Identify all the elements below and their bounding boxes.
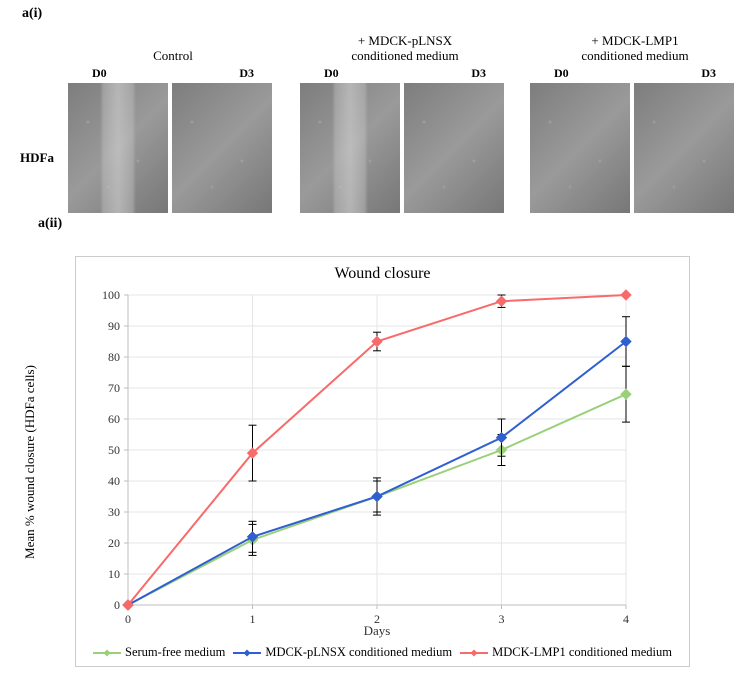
day-label-d0: D0 bbox=[92, 66, 107, 81]
ytick-label: 40 bbox=[108, 474, 120, 488]
xtick-label: 3 bbox=[499, 612, 505, 626]
legend-swatch bbox=[233, 652, 261, 654]
micrograph-d3 bbox=[634, 83, 734, 213]
legend-swatch bbox=[460, 652, 488, 654]
ytick-label: 70 bbox=[108, 381, 120, 395]
ytick-label: 90 bbox=[108, 319, 120, 333]
chart-container: Mean % wound closure (HDFa cells) Wound … bbox=[75, 256, 690, 667]
photo-row bbox=[68, 83, 278, 213]
day-label-d3: D3 bbox=[239, 66, 254, 81]
day-label-d0: D0 bbox=[324, 66, 339, 81]
chart-ylabel: Mean % wound closure (HDFa cells) bbox=[22, 365, 38, 559]
chart-xlabel: Days bbox=[364, 623, 391, 638]
legend-marker-icon bbox=[243, 648, 252, 657]
condition-block: Control D0 D3 bbox=[68, 30, 278, 213]
micrograph-panel: HDFa ControlD0D3+ MDCK-pLNSXconditioned … bbox=[0, 30, 741, 220]
xtick-label: 4 bbox=[623, 612, 629, 626]
micrograph-d0 bbox=[300, 83, 400, 213]
day-labels: D0 D3 bbox=[68, 66, 278, 81]
photo-row bbox=[300, 83, 510, 213]
condition-label: Control bbox=[68, 30, 278, 64]
panel-label-ai: a(i) bbox=[22, 6, 42, 22]
ytick-label: 20 bbox=[108, 536, 120, 550]
day-labels: D0 D3 bbox=[300, 66, 510, 81]
condition-block: + MDCK-LMP1conditioned medium D0 D3 bbox=[530, 30, 740, 213]
ytick-label: 80 bbox=[108, 350, 120, 364]
xtick-label: 0 bbox=[125, 612, 131, 626]
photo-row bbox=[530, 83, 740, 213]
day-label-d3: D3 bbox=[701, 66, 716, 81]
micrograph-d3 bbox=[404, 83, 504, 213]
day-labels: D0 D3 bbox=[530, 66, 740, 81]
condition-label: + MDCK-pLNSXconditioned medium bbox=[300, 30, 510, 64]
legend-label: MDCK-LMP1 conditioned medium bbox=[492, 645, 672, 660]
legend-marker-icon bbox=[103, 648, 112, 657]
legend-item: MDCK-LMP1 conditioned medium bbox=[460, 645, 672, 660]
legend-label: Serum-free medium bbox=[125, 645, 225, 660]
chart-legend: Serum-free medium MDCK-pLNSX conditioned … bbox=[84, 645, 681, 660]
micrograph-d0 bbox=[68, 83, 168, 213]
legend-label: MDCK-pLNSX conditioned medium bbox=[265, 645, 452, 660]
legend-swatch bbox=[93, 652, 121, 654]
legend-marker-icon bbox=[470, 648, 479, 657]
condition-label: + MDCK-LMP1conditioned medium bbox=[530, 30, 740, 64]
ytick-label: 0 bbox=[114, 598, 120, 612]
micrograph-d0 bbox=[530, 83, 630, 213]
row-label-hdfa: HDFa bbox=[20, 150, 54, 166]
legend-item: MDCK-pLNSX conditioned medium bbox=[233, 645, 452, 660]
day-label-d0: D0 bbox=[554, 66, 569, 81]
ytick-label: 100 bbox=[102, 289, 120, 302]
ytick-label: 10 bbox=[108, 567, 120, 581]
legend-item: Serum-free medium bbox=[93, 645, 225, 660]
figure-root: a(i) a(ii) HDFa ControlD0D3+ MDCK-pLNSXc… bbox=[0, 0, 741, 667]
day-label-d3: D3 bbox=[471, 66, 486, 81]
chart-bg bbox=[84, 289, 644, 639]
ytick-label: 50 bbox=[108, 443, 120, 457]
micrograph-d3 bbox=[172, 83, 272, 213]
condition-block: + MDCK-pLNSXconditioned medium D0 D3 bbox=[300, 30, 510, 213]
chart-svg: 010203040506070809010001234Days* bbox=[84, 289, 644, 639]
ytick-label: 30 bbox=[108, 505, 120, 519]
xtick-label: 1 bbox=[250, 612, 256, 626]
ytick-label: 60 bbox=[108, 412, 120, 426]
chart-title: Wound closure bbox=[84, 265, 681, 283]
